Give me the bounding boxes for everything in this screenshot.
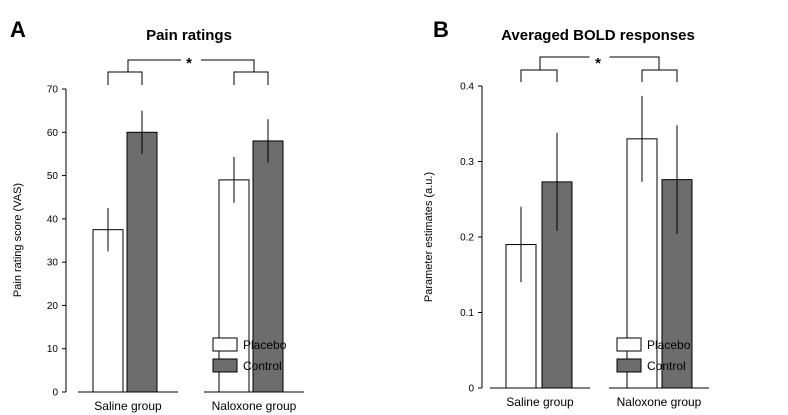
y-tick-label: 0.2 — [460, 233, 474, 244]
y-tick-label: 10 — [47, 344, 59, 355]
panel-a-plot: 0 10 20 30 40 50 60 70 Saline group Naloxone grou… — [47, 59, 304, 413]
y-tick-label: 30 — [47, 258, 59, 269]
legend-swatch-placebo — [616, 337, 642, 352]
legend-label-control: Control — [647, 359, 686, 373]
panel-b-significance: * — [595, 55, 601, 72]
panel-a-ylabel: Pain rating score (VAS) — [12, 183, 24, 297]
y-tick-label: 0.3 — [460, 157, 474, 168]
panel-b-plot: 0 0.1 0.2 0.3 0.4 Saline group Naloxone group P… — [460, 56, 709, 409]
y-tick-label: 0 — [52, 388, 58, 399]
bar-placebo-1 — [218, 179, 250, 393]
panel-b-ylabel-wrap: Parameter estimates (a.u.) — [423, 172, 435, 302]
panel-b-ylabel: Parameter estimates (a.u.) — [423, 172, 435, 302]
legend-swatch-placebo — [212, 337, 238, 352]
panel-a: A Pain ratings Pain rating score (VAS) *… — [10, 17, 304, 413]
legend-label-control: Control — [243, 359, 282, 373]
significance-bracket — [520, 56, 678, 82]
category-label: Saline group — [94, 399, 162, 413]
bar-control-0 — [126, 131, 158, 393]
y-tick-label: 0.1 — [460, 308, 474, 319]
bar-placebo-0 — [92, 229, 124, 393]
legend-label-placebo: Placebo — [243, 338, 287, 352]
y-tick-label: 70 — [47, 85, 59, 96]
panel-b: B Averaged BOLD responses Parameter esti… — [423, 17, 709, 409]
bar-control-1 — [252, 140, 284, 393]
panel-a-significance: * — [186, 55, 192, 72]
legend-swatch-control — [616, 358, 642, 373]
panel-b-letter: B — [433, 17, 449, 42]
y-tick-label: 40 — [47, 214, 59, 225]
y-tick-label: 0 — [468, 384, 474, 395]
category-label: Naloxone group — [617, 395, 702, 409]
category-label: Naloxone group — [212, 399, 297, 413]
legend-swatch-control — [212, 358, 238, 373]
significance-bracket — [107, 59, 269, 85]
panel-b-title: Averaged BOLD responses — [501, 27, 695, 44]
panel-a-title: Pain ratings — [146, 27, 232, 44]
panel-a-letter: A — [10, 17, 26, 42]
y-tick-label: 60 — [47, 128, 59, 139]
y-tick-label: 20 — [47, 301, 59, 312]
y-tick-label: 0.4 — [460, 82, 474, 93]
y-tick-label: 50 — [47, 171, 59, 182]
panel-a-ylabel-wrap: Pain rating score (VAS) — [12, 183, 24, 297]
category-label: Saline group — [506, 395, 574, 409]
legend-label-placebo: Placebo — [647, 338, 691, 352]
